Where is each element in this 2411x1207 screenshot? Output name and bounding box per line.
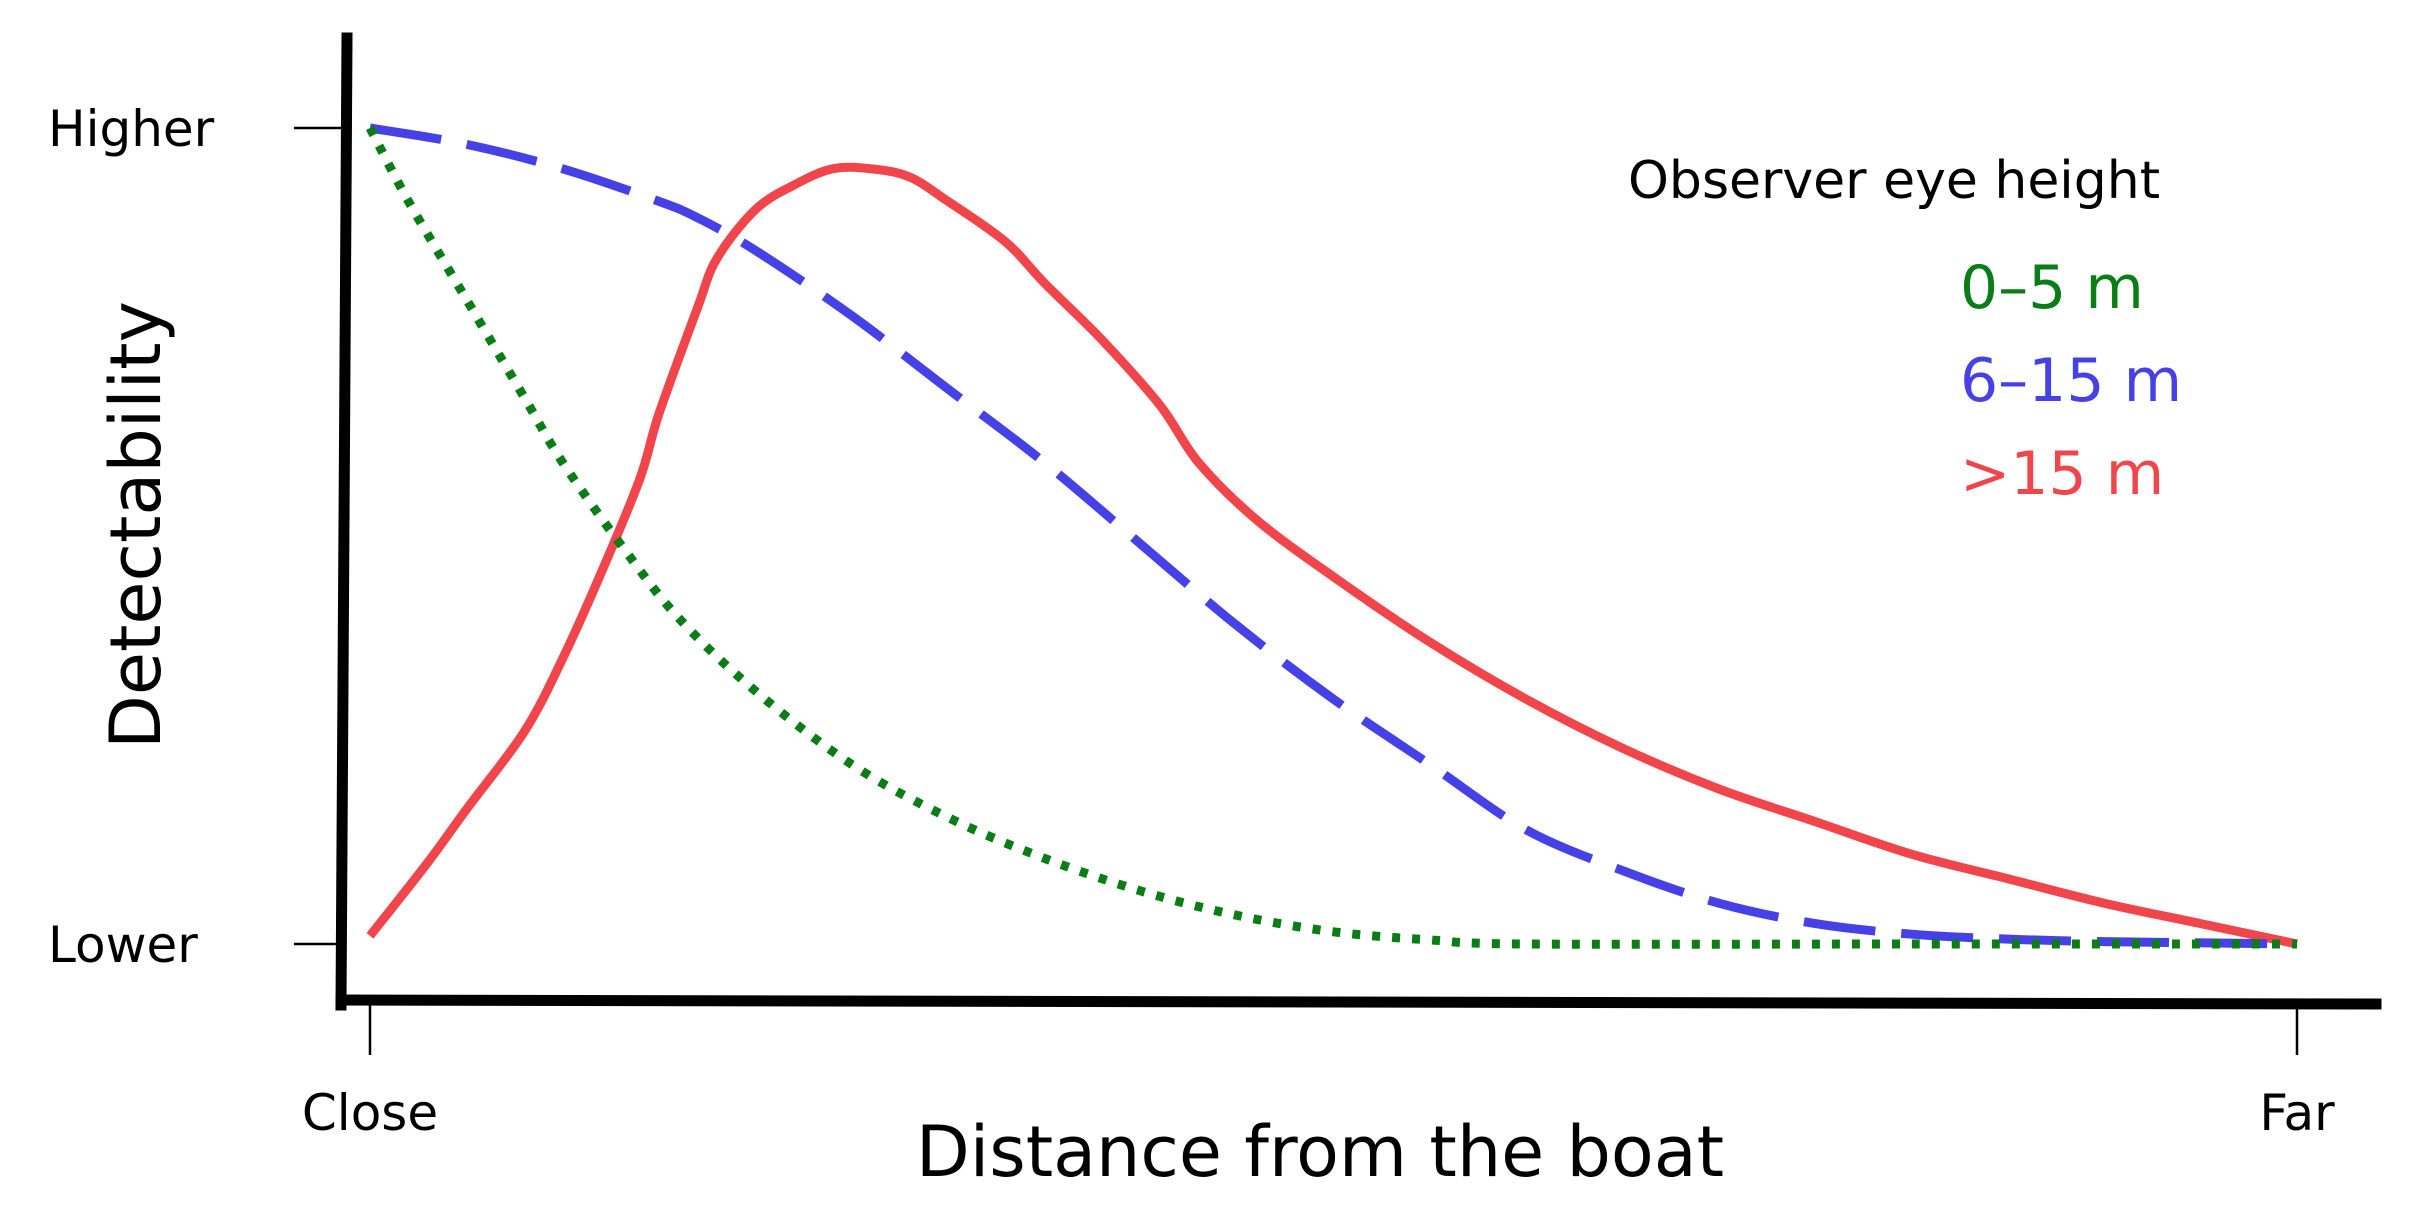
y-axis-line xyxy=(335,32,353,1011)
x-tick-label: Close xyxy=(302,1084,438,1142)
legend-item: >15 m xyxy=(1960,439,2164,509)
series-line-6-15-m xyxy=(369,123,2298,949)
x-axis-title: Distance from the boat xyxy=(916,1111,1724,1193)
series-layer xyxy=(366,123,2298,949)
x-tick-label: Far xyxy=(2259,1084,2335,1142)
y-axis-title: Detectability xyxy=(95,301,177,749)
x-axis-line xyxy=(335,994,2382,1010)
y-tick-label: Higher xyxy=(48,100,215,158)
series-line-0-5-m xyxy=(366,125,2297,949)
y-ticks: Lower Higher xyxy=(48,100,341,974)
legend-item: 6–15 m xyxy=(1960,346,2182,416)
legend: Observer eye height 0–5 m 6–15 m >15 m xyxy=(1628,151,2182,509)
legend-title: Observer eye height xyxy=(1628,151,2160,211)
series-line-15-m xyxy=(366,162,2298,949)
y-tick-label: Lower xyxy=(48,916,198,974)
legend-item: 0–5 m xyxy=(1960,253,2144,323)
x-ticks: Close Far xyxy=(302,1004,2335,1142)
